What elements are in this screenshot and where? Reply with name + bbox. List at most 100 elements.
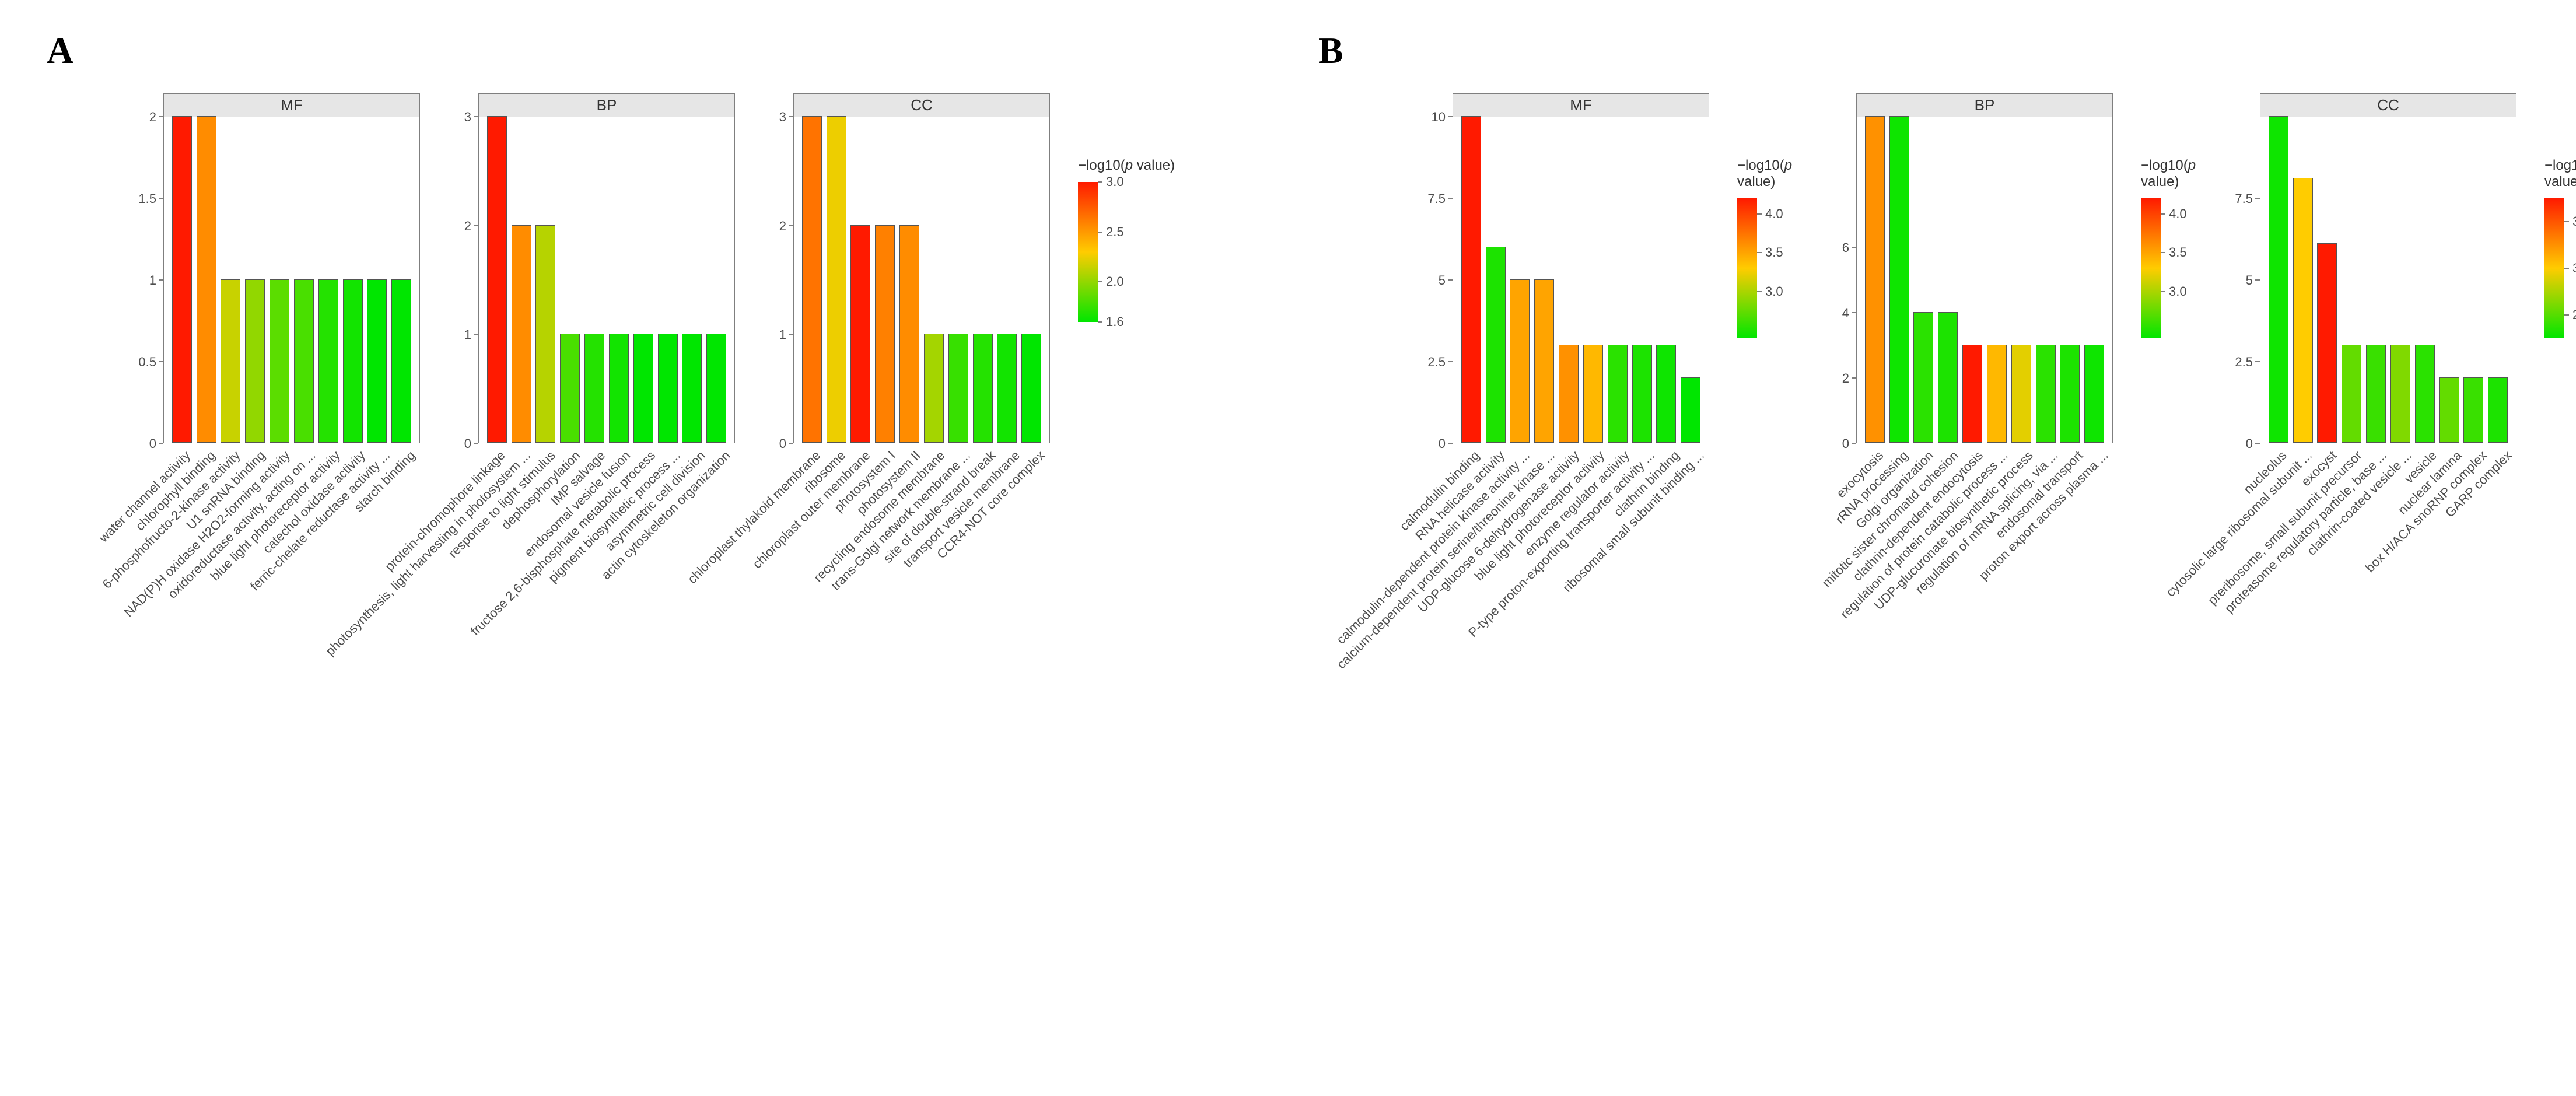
bar (2463, 377, 2483, 443)
y-axis: 02.557.510 (1412, 93, 1452, 443)
legend-title: −log10(p value) (1078, 157, 1175, 174)
legend-tick: 3.0 (1757, 284, 1783, 299)
bar (2390, 345, 2410, 443)
legend-title: −log10(p value) (2141, 157, 2202, 190)
bar (1913, 312, 1933, 443)
bar (584, 334, 604, 443)
plot-area (163, 117, 420, 443)
bar (1681, 377, 1700, 443)
legend-tick: 4.0 (2161, 206, 2187, 222)
plot-area (1856, 117, 2113, 443)
legend-colorbar (2544, 198, 2564, 338)
panel-b-group: 02.557.510MF calmodulin bindingRNA helica… (1412, 93, 2576, 653)
panel-a-group: 00.511.52MFwater channel activitychlorop… (123, 93, 1175, 653)
x-axis-labels: nucleoluscytosolic large ribosomal subun… (2260, 443, 2516, 653)
bar (2317, 243, 2337, 443)
subplot-bp: 0246BP exocytosisrRNA processingGolgi org… (1815, 93, 2113, 653)
subplot-cc: 0123CCchloroplast thylakoid membraneribo… (752, 93, 1050, 653)
bar (1865, 116, 1885, 443)
bar (1583, 345, 1603, 443)
bar (997, 334, 1017, 443)
bar (1608, 345, 1628, 443)
bar (1461, 116, 1481, 443)
bar (1656, 345, 1676, 443)
bar (875, 225, 895, 443)
bar (1510, 279, 1530, 443)
facet-strip: CC (2260, 93, 2516, 117)
legend-tick: 3.4 (2564, 214, 2576, 229)
bar (2415, 345, 2435, 443)
bar (343, 279, 363, 443)
bar (1021, 334, 1041, 443)
bar (850, 225, 870, 443)
facet-strip: MF (163, 93, 420, 117)
bar (2084, 345, 2104, 443)
bar (682, 334, 702, 443)
bar (1486, 247, 1506, 443)
legend-title: −log10(p value) (1737, 157, 1798, 190)
bar (560, 334, 580, 443)
bar (2293, 178, 2313, 443)
y-axis: 0246 (1815, 93, 1856, 443)
plot-area (478, 117, 735, 443)
legend-tick: 2.0 (1098, 274, 1124, 289)
subplot-mf: 00.511.52MFwater channel activitychlorop… (123, 93, 420, 653)
x-axis-labels: calmodulin bindingRNA helicase activityc… (1452, 443, 1709, 653)
legend-tick: 3.0 (2161, 284, 2187, 299)
x-axis-labels: protein-chromophore linkagephotosynthesi… (478, 443, 735, 653)
legend-tick: 3.0 (1098, 174, 1124, 190)
legend-tick: 1.6 (1098, 314, 1124, 330)
bar (1559, 345, 1578, 443)
plot-area (2260, 117, 2516, 443)
bar (2036, 345, 2056, 443)
bar (197, 116, 216, 443)
bar (2011, 345, 2031, 443)
bar (924, 334, 944, 443)
bar (2366, 345, 2386, 443)
legend-tick: 4.0 (1757, 206, 1783, 222)
bar (536, 225, 555, 443)
color-legend: −log10(p value) 4.0 3.5 3.0 (2130, 93, 2202, 338)
bar (973, 334, 993, 443)
facet-strip: BP (478, 93, 735, 117)
bar (512, 225, 531, 443)
bar (367, 279, 387, 443)
bar (318, 279, 338, 443)
bar (2342, 345, 2361, 443)
bar (245, 279, 265, 443)
facet-strip: MF (1452, 93, 1709, 117)
bar (270, 279, 289, 443)
subplot-cc: 02.557.5CC nucleoluscytosolic large ribos… (2219, 93, 2516, 653)
y-axis: 0123 (438, 93, 478, 443)
bar (706, 334, 726, 443)
legend-tick: 2.6 (2564, 307, 2576, 323)
color-legend: −log10(p value) 4.0 3.5 3.0 (1727, 93, 1798, 338)
legend-tick: 3.5 (1757, 245, 1783, 260)
bar (1889, 116, 1909, 443)
legend-tick: 2.5 (1098, 225, 1124, 240)
plot-area (793, 117, 1050, 443)
y-axis: 02.557.5 (2219, 93, 2260, 443)
y-axis: 00.511.52 (123, 93, 163, 443)
bar (827, 116, 846, 443)
color-legend: −log10(p value)3.02.52.01.6 (1068, 93, 1175, 322)
plot-area (1452, 117, 1709, 443)
bar (1987, 345, 2007, 443)
color-legend: −log10(p value)3.43.02.6 (2534, 93, 2576, 338)
bar (2060, 345, 2080, 443)
legend-colorbar (1737, 198, 1757, 338)
legend-tick: 3.5 (2161, 245, 2187, 260)
bar (609, 334, 629, 443)
subplot-bp: 0123BP protein-chromophore linkagephotosy… (438, 93, 735, 653)
bar (2269, 116, 2288, 443)
bar (802, 116, 822, 443)
facet-strip: BP (1856, 93, 2113, 117)
legend-colorbar (2141, 198, 2161, 338)
panel-label-b: B (1318, 29, 1343, 72)
y-axis: 0123 (752, 93, 793, 443)
bar (487, 116, 507, 443)
bar (1534, 279, 1554, 443)
subplot-mf: 02.557.510MF calmodulin bindingRNA helica… (1412, 93, 1709, 653)
bar (949, 334, 968, 443)
x-axis-labels: exocytosisrRNA processingGolgi organizat… (1856, 443, 2113, 653)
